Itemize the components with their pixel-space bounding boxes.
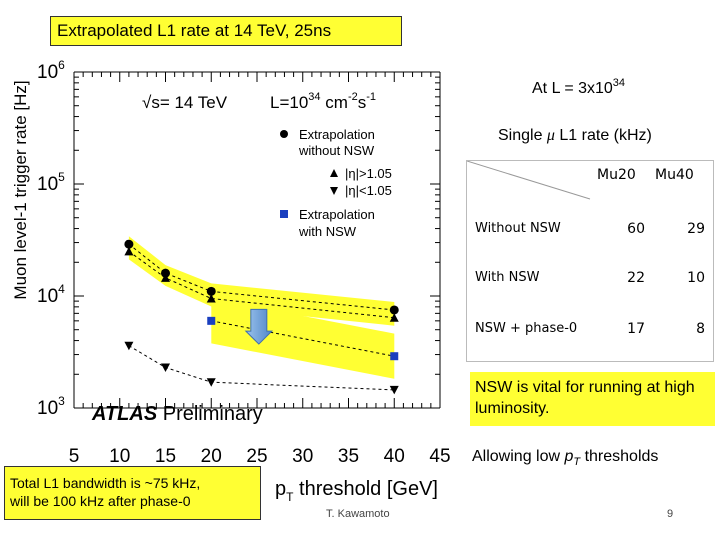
- legend-eta-gt: |η|>1.05: [345, 166, 392, 181]
- cell-nsw-phase0-mu20: 17: [627, 321, 645, 337]
- data-point-triangle-down: [161, 363, 170, 372]
- x-tick-label: 45: [429, 446, 450, 467]
- table-corner-diagonal: [467, 161, 591, 200]
- rate-table: Mu20 Mu40 Without NSW 60 29 With NSW 22 …: [466, 160, 714, 362]
- legend-circle-marker: [280, 130, 288, 138]
- cell-without-nsw-mu40: 29: [687, 221, 705, 237]
- data-point-circle: [389, 305, 399, 315]
- cell-without-nsw-mu20: 60: [627, 221, 645, 237]
- note-low-pt: Allowing low pT thresholds: [472, 448, 659, 469]
- legend-without-nsw-line2: without NSW: [298, 143, 375, 158]
- header-mu40: Mu40: [655, 167, 694, 183]
- data-point-triangle-up: [161, 273, 170, 282]
- row-label-nsw-phase0: NSW + phase-0: [475, 321, 578, 336]
- legend-eta-lt: |η|<1.05: [345, 183, 392, 198]
- x-tick-label: 35: [338, 446, 359, 467]
- x-tick-label: 25: [246, 446, 267, 467]
- row-label-with-nsw: With NSW: [475, 270, 540, 285]
- header-mu20: Mu20: [597, 167, 636, 183]
- band-without-nsw: [128, 236, 395, 326]
- cell-with-nsw-mu40: 10: [687, 270, 705, 286]
- data-point-circle: [161, 268, 170, 278]
- data-point-triangle-down: [124, 341, 134, 351]
- y-tick-label: 105: [37, 170, 65, 195]
- luminosity-annotation: At L = 3x1034: [532, 77, 625, 97]
- legend-square-marker: [280, 210, 288, 218]
- atlas-label: ATLAS Preliminary: [91, 403, 263, 425]
- data-point-circle: [124, 239, 134, 249]
- x-tick-label: 10: [109, 446, 130, 467]
- series-line-3: [211, 320, 395, 357]
- data-point-square: [207, 316, 216, 325]
- energy-label: √s= 14 TeV: [142, 93, 228, 112]
- legend-without-nsw-line1: Extrapolation: [299, 127, 375, 142]
- slide-title: Extrapolated L1 rate at 14 TeV, 25ns: [50, 16, 402, 46]
- bandwidth-line1: Total L1 bandwidth is ~75 kHz,: [10, 475, 201, 491]
- x-axis-label: pT threshold [GeV]: [275, 478, 438, 504]
- page-number: 9: [667, 508, 674, 520]
- series-line-2: [128, 345, 395, 391]
- improvement-arrow: [244, 308, 274, 345]
- x-tick-label: 40: [384, 446, 405, 467]
- data-point-triangle-up: [389, 313, 399, 322]
- legend-triangle-up-marker: [330, 169, 338, 177]
- bandwidth-note: Total L1 bandwidth is ~75 kHz, will be 1…: [4, 466, 261, 520]
- data-point-triangle-up: [206, 293, 216, 303]
- table-caption: Single μ L1 rate (kHz): [498, 127, 652, 144]
- legend-triangle-down-marker: [330, 187, 338, 195]
- y-tick-label: 103: [37, 394, 65, 419]
- row-label-without-nsw: Without NSW: [475, 221, 561, 236]
- x-tick-label: 20: [201, 446, 222, 467]
- y-axis-label: Muon level-1 trigger rate [Hz]: [11, 80, 30, 299]
- data-point-square: [390, 352, 399, 361]
- cell-with-nsw-mu20: 22: [627, 270, 645, 286]
- y-tick-label: 106: [37, 58, 65, 83]
- y-tick-label: 104: [37, 282, 65, 307]
- series-line-0: [128, 243, 395, 311]
- data-point-triangle-up: [124, 246, 134, 256]
- bandwidth-line2: will be 100 kHz after phase-0: [10, 493, 191, 509]
- x-tick-label: 30: [292, 446, 313, 467]
- chart-legend: Extrapolation without NSW |η|>1.05 |η|<1…: [280, 127, 392, 239]
- x-tick-label: 5: [69, 446, 80, 467]
- cell-nsw-phase0-mu40: 8: [696, 321, 705, 337]
- legend-with-nsw-line2: with NSW: [298, 224, 357, 239]
- x-tick-label: 15: [155, 446, 176, 467]
- note-nsw-vital: NSW is vital for running at high luminos…: [470, 372, 715, 426]
- data-point-triangle-down: [206, 378, 216, 387]
- luminosity-label: L=1034 cm-2s-1: [270, 91, 376, 112]
- series-line-1: [128, 250, 395, 319]
- author-footer: T. Kawamoto: [326, 508, 390, 520]
- data-point-circle: [206, 286, 216, 296]
- data-point-triangle-down: [389, 385, 399, 395]
- legend-with-nsw-line1: Extrapolation: [299, 207, 375, 222]
